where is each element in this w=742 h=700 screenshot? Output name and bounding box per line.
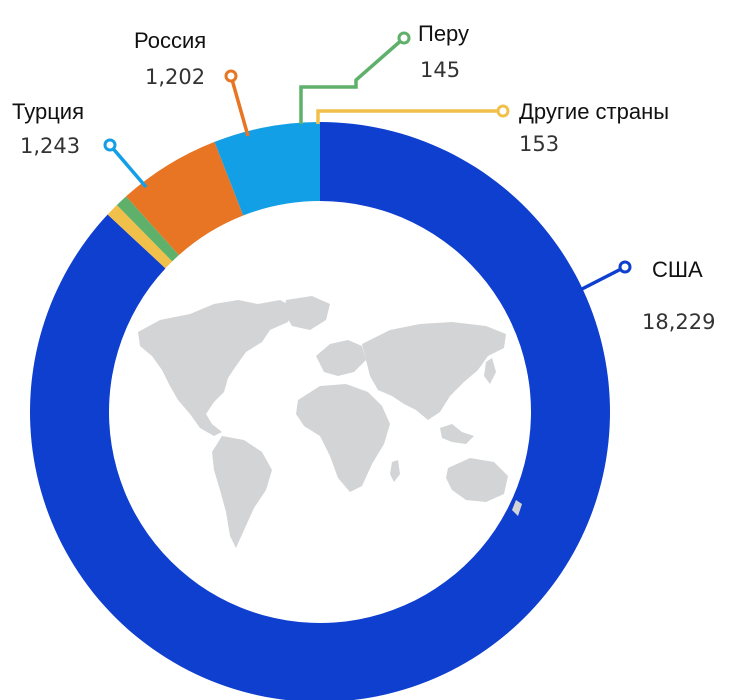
callout-labels: США 18,229 Другие страны 153 Перу 145 Ро… <box>12 21 715 334</box>
callout-marker-russia <box>224 69 238 83</box>
donut-slice-other <box>107 205 173 269</box>
leader-line-peru <box>299 36 406 124</box>
label-turkey-value: 1,243 <box>20 134 80 158</box>
label-usa-name: США <box>652 257 703 282</box>
callout-marker-other <box>496 104 510 118</box>
label-turkey-name: Турция <box>12 99 84 124</box>
callout-marker-turkey <box>103 138 117 152</box>
label-peru-name: Перу <box>418 21 469 46</box>
leader-lines <box>103 31 632 292</box>
label-other-value: 153 <box>519 132 559 156</box>
label-usa-value: 18,229 <box>642 310 715 334</box>
leader-line-turkey <box>108 143 148 189</box>
world-map-icon <box>138 296 522 548</box>
donut-slices <box>30 122 610 700</box>
donut-slice-russia <box>126 141 244 256</box>
label-russia-name: Россия <box>134 28 206 53</box>
donut-slice-turkey <box>214 122 320 216</box>
callout-marker-usa <box>618 260 632 274</box>
leader-line-usa <box>579 265 626 292</box>
label-peru-value: 145 <box>420 58 460 82</box>
leader-line-other <box>316 109 503 124</box>
donut-slice-peru <box>116 196 179 262</box>
label-other-name: Другие страны <box>519 99 669 124</box>
label-russia-value: 1,202 <box>145 65 205 89</box>
callout-marker-peru <box>397 31 411 45</box>
leader-line-russia <box>229 75 250 137</box>
